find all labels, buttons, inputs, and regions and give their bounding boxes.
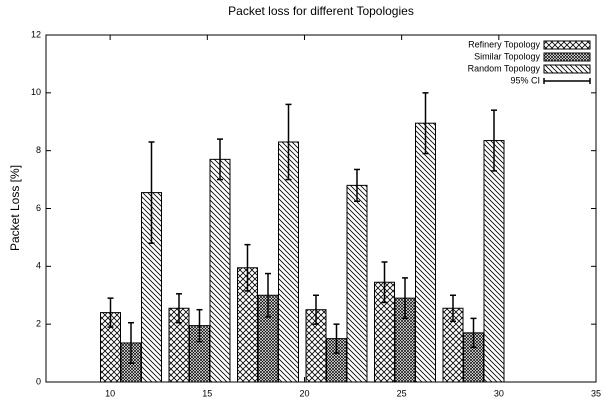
bar bbox=[346, 184, 368, 383]
x-tick-label: 20 bbox=[299, 388, 309, 398]
y-tick-label: 8 bbox=[36, 145, 41, 155]
x-tick-label: 25 bbox=[397, 388, 407, 398]
legend-label: Refinery Topology bbox=[468, 39, 540, 49]
y-tick-label: 0 bbox=[36, 376, 41, 386]
legend-swatch bbox=[543, 40, 591, 50]
y-tick-label: 12 bbox=[31, 29, 41, 39]
legend-label: Similar Topology bbox=[474, 51, 540, 61]
x-tick-label: 30 bbox=[494, 388, 504, 398]
x-tick-label: 15 bbox=[202, 388, 212, 398]
chart-title: Packet loss for different Topologies bbox=[228, 4, 414, 18]
legend-swatch bbox=[543, 64, 591, 74]
x-tick-label: 10 bbox=[105, 388, 115, 398]
bar bbox=[209, 158, 231, 383]
bar bbox=[415, 122, 436, 383]
bar bbox=[483, 140, 505, 383]
y-tick-label: 6 bbox=[36, 203, 41, 213]
y-axis-label: Packet Loss [%] bbox=[8, 165, 22, 251]
legend-label: Random Topology bbox=[468, 63, 541, 73]
x-tick-label: 35 bbox=[591, 388, 601, 398]
y-tick-label: 2 bbox=[36, 319, 41, 329]
y-tick-label: 4 bbox=[36, 261, 41, 271]
legend-swatch bbox=[543, 52, 591, 62]
legend-label: 95% CI bbox=[510, 75, 540, 85]
y-tick-label: 10 bbox=[31, 87, 41, 97]
